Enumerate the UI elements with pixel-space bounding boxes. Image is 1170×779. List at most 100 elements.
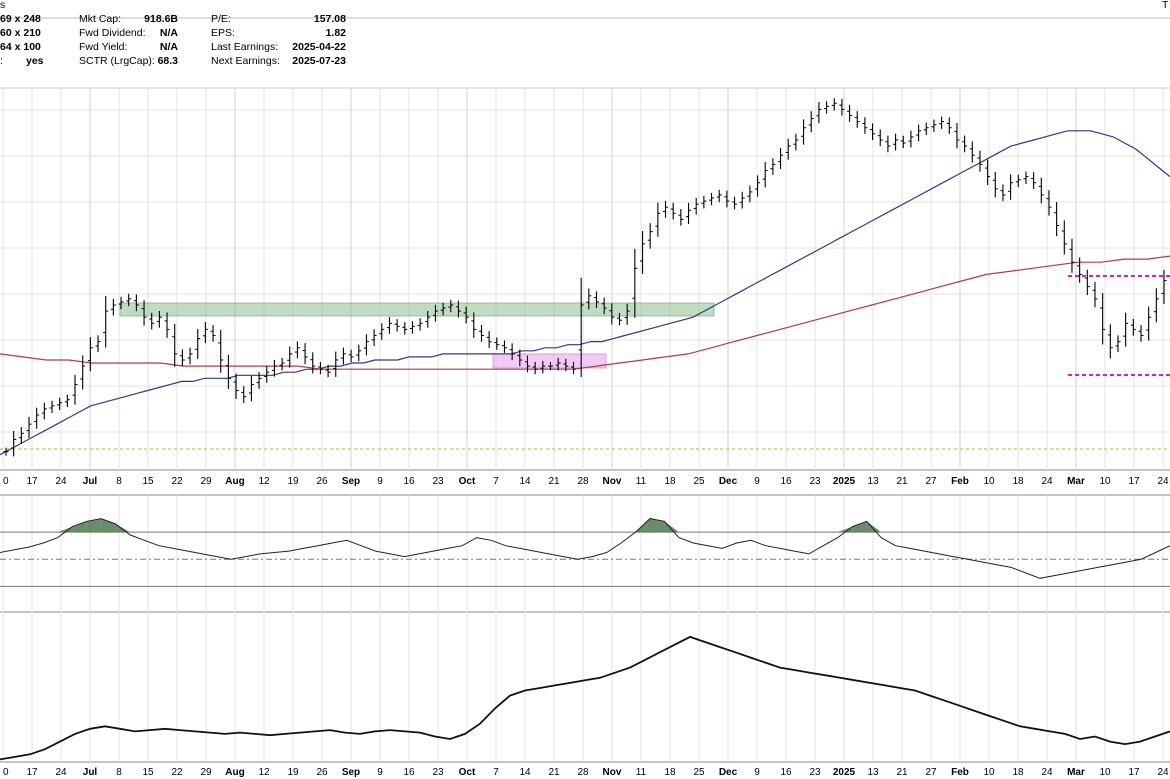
header-dim-1: 69 x 248 <box>0 13 41 25</box>
x-axis-label: 9 <box>377 476 383 487</box>
price-bar <box>1084 269 1090 296</box>
header-dim-2: 60 x 210 <box>0 27 41 39</box>
price-bar <box>448 299 454 313</box>
price-bar <box>363 334 369 356</box>
last-earnings-label: Last Earnings: <box>211 41 279 53</box>
price-bar <box>977 150 983 172</box>
price-bar <box>693 197 699 215</box>
overbought-fill <box>86 518 102 533</box>
x-axis-label: 10 <box>983 476 995 487</box>
price-bar <box>494 337 500 350</box>
price-bar <box>1000 184 1006 202</box>
price-bar <box>333 351 339 377</box>
x-axis-label: 26 <box>316 476 328 487</box>
x-axis-label: 15 <box>142 476 154 487</box>
x-axis-label: 17 <box>26 476 38 487</box>
lower-indicator-line <box>0 635 1170 761</box>
price-bar <box>210 325 216 342</box>
price-bar <box>946 117 952 134</box>
price-bar <box>394 319 400 332</box>
next-earnings-value: 2025-07-23 <box>292 55 346 67</box>
x-axis-label: 22 <box>171 476 183 487</box>
price-bar <box>264 365 270 383</box>
price-bar <box>716 189 722 203</box>
price-bar <box>770 158 776 175</box>
price-bar <box>49 400 55 414</box>
price-bar <box>601 297 607 315</box>
overbought-fill <box>650 518 665 533</box>
price-bar <box>816 102 822 124</box>
price-bar <box>1130 318 1136 336</box>
price-bar <box>1023 171 1029 184</box>
x-axis-label: 24 <box>55 476 67 487</box>
x-axis-label: 0 <box>3 476 9 487</box>
price-bar <box>248 375 254 402</box>
overbought-fill <box>72 521 87 533</box>
eps-label: EPS: <box>211 27 235 39</box>
price-bar <box>64 394 70 407</box>
price-bar <box>877 129 883 147</box>
x-axis-label: 8 <box>116 476 122 487</box>
price-bar <box>985 159 991 186</box>
mkt-cap-value: 918.6B <box>144 13 178 25</box>
price-bar <box>1077 257 1083 283</box>
x-axis-label-lower: Dec <box>719 767 738 778</box>
x-axis-label-lower: 19 <box>287 767 299 778</box>
price-bar <box>187 347 193 365</box>
overbought-fill <box>664 521 679 533</box>
x-axis-label-lower: 7 <box>493 767 499 778</box>
x-axis-label-lower: 12 <box>258 767 270 778</box>
price-bar <box>271 359 277 377</box>
x-axis-label: Feb <box>951 476 969 487</box>
price-bar <box>563 358 569 372</box>
next-earnings-label: Next Earnings: <box>211 55 280 67</box>
price-bar <box>26 416 32 438</box>
price-bar <box>1100 292 1106 345</box>
price-bar <box>149 312 155 330</box>
x-axis-label: 23 <box>809 476 821 487</box>
x-axis-label-lower: 24 <box>55 767 67 778</box>
price-bar <box>1054 202 1060 237</box>
price-bar <box>1069 238 1075 273</box>
x-axis-label-lower: 21 <box>896 767 908 778</box>
x-axis-label: 16 <box>403 476 415 487</box>
price-bar <box>624 303 630 325</box>
x-axis-label-lower: 10 <box>1099 767 1111 778</box>
eps-value: 1.82 <box>325 27 346 39</box>
price-bar <box>992 171 998 198</box>
price-bar <box>824 101 830 114</box>
price-bar <box>1061 220 1067 255</box>
price-bar <box>1008 174 1014 200</box>
x-axis-label-lower: Sep <box>342 767 360 778</box>
price-bar <box>95 335 101 353</box>
x-axis-label-lower: Jul <box>83 767 98 778</box>
price-bar <box>632 248 638 318</box>
price-bar <box>317 361 323 375</box>
price-bar <box>1092 281 1098 308</box>
x-axis-label-lower: 9 <box>754 767 760 778</box>
x-axis-label-lower: 16 <box>403 767 415 778</box>
x-axis-label: 21 <box>896 476 908 487</box>
x-axis-label: 16 <box>780 476 792 487</box>
header-dim-3: 64 x 100 <box>0 41 41 53</box>
x-axis-label: 18 <box>1012 476 1024 487</box>
x-axis-label-lower: 18 <box>664 767 676 778</box>
price-bar <box>724 190 730 208</box>
price-bar <box>931 119 937 132</box>
price-bar <box>954 122 960 149</box>
price-bar <box>133 294 139 312</box>
x-axis-label: 19 <box>287 476 299 487</box>
price-bar <box>141 300 147 326</box>
price-bar <box>302 343 308 365</box>
price-bar <box>164 312 170 338</box>
price-bar <box>908 130 914 148</box>
price-bar <box>471 312 477 338</box>
price-bar <box>501 340 507 353</box>
x-axis-label-lower: 22 <box>171 767 183 778</box>
price-bar <box>893 133 899 151</box>
price-bar <box>478 325 484 342</box>
price-bar <box>570 361 576 375</box>
price-bar <box>103 296 109 348</box>
price-bar <box>72 374 78 405</box>
